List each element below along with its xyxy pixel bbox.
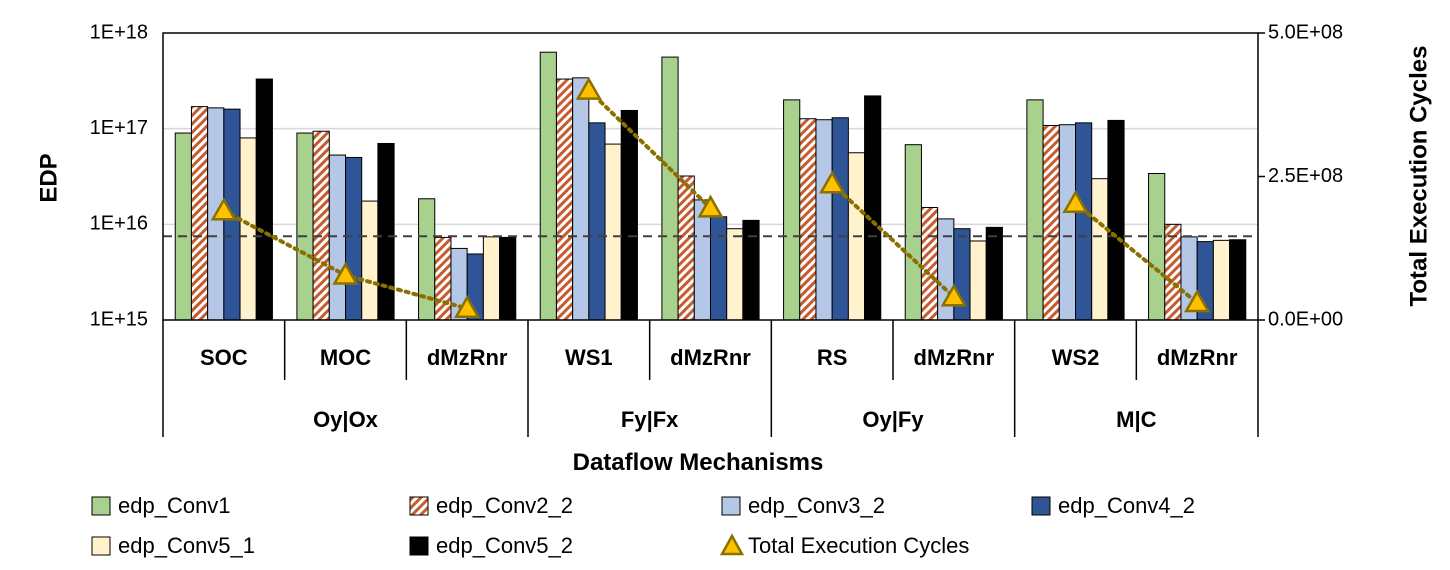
bar-edp-conv1: [661, 56, 679, 321]
y-tick-label: 1E+15: [90, 308, 148, 330]
legend-label: edp_Conv5_1: [118, 533, 255, 558]
execution-cycles-line: [210, 76, 1211, 319]
legend-label: edp_Conv1: [118, 493, 231, 518]
legend-label: edp_Conv3_2: [748, 493, 885, 518]
bar-edp-conv4-2: [588, 122, 606, 321]
bar-edp-conv5-2: [1229, 239, 1247, 321]
cycles-marker: [454, 295, 481, 319]
bar-edp-conv2-2: [555, 78, 574, 321]
y-tick-label: 1E+16: [90, 213, 148, 235]
category-label: WS1: [565, 345, 613, 370]
y-axis-title: EDP: [35, 153, 62, 202]
x-axis-title: Dataflow Mechanisms: [573, 449, 824, 476]
bar-edp-conv1: [174, 132, 192, 321]
y2-axis-title: Total Execution Cycles: [1405, 46, 1432, 307]
cycles-marker: [332, 261, 359, 285]
bar-edp-conv5-2: [377, 142, 395, 321]
cycles-marker: [819, 170, 846, 194]
bar-edp-conv3-2: [572, 77, 590, 321]
cycles-marker: [210, 197, 237, 221]
bar-edp-conv5-1: [1212, 239, 1231, 321]
bar-edp-conv1: [539, 51, 557, 321]
bar-edp-conv5-1: [969, 240, 987, 321]
cycles-marker: [697, 194, 724, 218]
legend-swatch: [91, 536, 111, 556]
legend-label: edp_Conv2_2: [436, 493, 573, 518]
y-tick-label: 1E+18: [90, 21, 148, 43]
group-label: Oy|Fy: [862, 407, 924, 432]
bar-edp-conv1: [783, 99, 801, 321]
bar-edp-conv2-2: [677, 175, 695, 321]
bar-edp-conv5-2: [864, 95, 882, 321]
bar-edp-conv2-2: [920, 206, 939, 321]
bar-edp-conv2-2: [799, 118, 817, 321]
right-axis: 0.0E+00 2.5E+08 5.0E+08: [1258, 21, 1343, 330]
category-label: SOC: [200, 345, 248, 370]
bar-edp-conv3-2: [328, 154, 346, 321]
category-label: dMzRnr: [1157, 345, 1238, 370]
category-label: WS2: [1052, 345, 1100, 370]
bar-edp-conv5-1: [726, 228, 744, 321]
bar-edp-conv4-2: [1075, 122, 1093, 321]
bar-edp-conv1: [1026, 99, 1044, 321]
y2-tick-label: 0.0E+00: [1268, 308, 1343, 330]
bar-edp-conv5-1: [482, 236, 501, 321]
y2-tick-label: 2.5E+08: [1268, 165, 1343, 187]
bar-edp-conv5-2: [499, 236, 517, 321]
bar-edp-conv5-1: [604, 143, 622, 321]
legend-label: edp_Conv5_2: [436, 533, 573, 558]
bar-edp-conv3-2: [693, 199, 711, 321]
cycles-marker: [940, 283, 967, 307]
bar-edp-conv1: [296, 132, 314, 321]
legend-triangle-icon: [719, 533, 745, 556]
y-tick-label: 1E+17: [90, 117, 148, 139]
bar-edp-conv4-2: [710, 216, 728, 321]
cycles-line-segment: [1073, 201, 1200, 305]
group-label: Oy|Ox: [313, 407, 379, 432]
bar-edp-conv4-2: [345, 156, 363, 321]
bar-edp-conv3-2: [1058, 124, 1077, 321]
bar-edp-conv2-2: [312, 130, 330, 321]
legend: edp_Conv1 edp_Conv2_2 edp_Conv3_2 edp_Conv4…: [91, 493, 1195, 558]
left-axis: 1E+15 1E+16 1E+17 1E+18: [90, 21, 148, 330]
bar-edp-conv5-2: [255, 78, 273, 321]
category-label: dMzRnr: [914, 345, 995, 370]
bar-edp-conv4-2: [831, 117, 849, 321]
bar-edp-conv2-2: [1164, 223, 1182, 321]
cycles-marker: [1062, 189, 1089, 213]
category-label: MOC: [320, 345, 371, 370]
legend-swatch: [1031, 496, 1051, 516]
legend-swatch: [409, 496, 429, 516]
category-label: dMzRnr: [427, 345, 508, 370]
legend-swatch: [409, 536, 429, 556]
bar-edp-conv5-2: [620, 109, 638, 321]
cycles-marker: [1184, 289, 1211, 313]
bar-edp-conv1: [1148, 172, 1166, 321]
group-label: Fy|Fx: [621, 407, 679, 432]
bar-edp-conv5-1: [361, 200, 379, 321]
cycles-line-segment: [586, 88, 713, 211]
category-label: RS: [817, 345, 848, 370]
cycles-line-segment: [830, 181, 956, 300]
bar-edp-conv2-2: [190, 106, 209, 321]
bar-edp-conv3-2: [815, 119, 833, 321]
bar-edp-conv5-2: [985, 226, 1003, 321]
group-label: M|C: [1116, 407, 1156, 432]
bar-edp-conv1: [904, 144, 922, 321]
bar-edp-conv2-2: [1042, 124, 1060, 321]
bar-edp-conv2-2: [434, 236, 452, 321]
legend-label: Total Execution Cycles: [748, 533, 969, 558]
legend-label: edp_Conv4_2: [1058, 493, 1195, 518]
bars: [174, 51, 1247, 321]
category-label: dMzRnr: [670, 345, 751, 370]
bar-edp-conv5-1: [1091, 178, 1109, 321]
bar-edp-conv5-2: [1107, 119, 1125, 321]
legend-swatch: [721, 496, 741, 516]
cycles-marker: [575, 76, 602, 100]
category-axis: SOC MOC dMzRnr WS1 dMzRnr RS dMzRnr WS2 dMzRnr Oy…: [162, 320, 1259, 437]
legend-swatch: [91, 496, 111, 516]
bar-edp-conv1: [418, 198, 436, 321]
y2-tick-label: 5.0E+08: [1268, 21, 1343, 43]
